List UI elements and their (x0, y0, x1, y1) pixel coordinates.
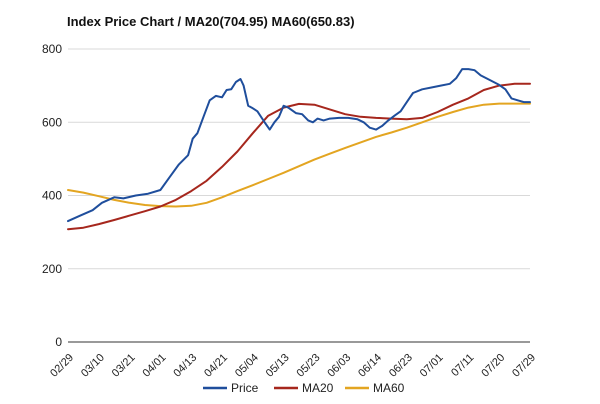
y-tick-label: 600 (42, 115, 62, 129)
series-line-ma60 (67, 102, 531, 208)
x-tick-label: 03/10 (79, 352, 107, 380)
x-tick-label: 07/11 (449, 352, 476, 379)
series-line-price (67, 68, 531, 223)
y-tick-label: 200 (42, 262, 62, 276)
x-tick-label: 04/21 (202, 352, 230, 380)
y-axis-ticks: 0 200 400 600 800 (42, 42, 62, 349)
chart-title: Index Price Chart / MA20(704.95) MA60(65… (67, 14, 355, 29)
series-lines (67, 68, 531, 231)
chart-legend: Price MA20 MA60 (203, 381, 405, 395)
x-tick-label: 04/13 (171, 352, 199, 380)
x-tick-label: 07/01 (418, 352, 446, 380)
y-tick-label: 800 (42, 42, 62, 56)
x-tick-label: 05/23 (295, 352, 323, 380)
x-tick-label: 05/04 (233, 352, 261, 380)
x-axis-ticks: 02/29 03/10 03/21 04/01 04/13 04/21 05/04 05/13… (48, 352, 538, 380)
legend-label-price: Price (231, 381, 259, 395)
y-tick-label: 400 (42, 189, 62, 203)
x-tick-label: 02/29 (48, 352, 76, 380)
legend-label-ma20: MA20 (302, 381, 334, 395)
x-tick-label: 06/14 (356, 352, 384, 380)
chart-grid (68, 48, 530, 343)
x-tick-label: 03/21 (110, 352, 138, 380)
series-line-ma20 (67, 82, 531, 231)
legend-label-ma60: MA60 (373, 381, 405, 395)
x-tick-label: 04/01 (141, 352, 169, 380)
x-tick-label: 05/13 (264, 352, 292, 380)
x-tick-label: 06/03 (325, 352, 353, 380)
y-tick-label: 0 (55, 335, 62, 349)
x-tick-label: 07/20 (479, 352, 507, 380)
x-tick-label: 07/29 (510, 352, 538, 380)
x-tick-label: 06/23 (387, 352, 415, 380)
